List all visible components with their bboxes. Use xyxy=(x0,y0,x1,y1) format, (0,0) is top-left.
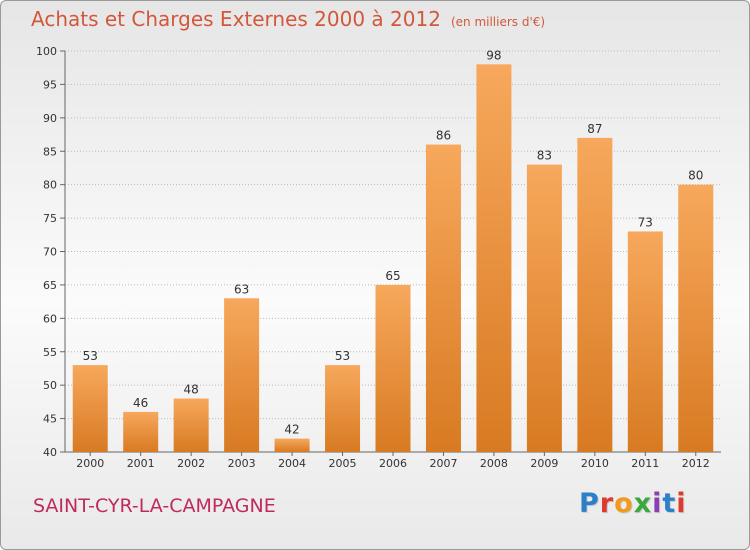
x-tick-label-2008: 2008 xyxy=(480,457,508,470)
chart-title: Achats et Charges Externes 2000 à 2012 (e… xyxy=(31,7,545,31)
y-tick-label: 60 xyxy=(43,312,57,325)
bar-2003 xyxy=(224,298,260,452)
bar-2011 xyxy=(627,231,663,452)
bar-2004 xyxy=(274,438,310,452)
x-tick-label-2012: 2012 xyxy=(682,457,710,470)
x-tick-label-2007: 2007 xyxy=(429,457,457,470)
bar-2007 xyxy=(425,144,461,453)
y-tick-label: 80 xyxy=(43,179,57,192)
x-tick-label-2002: 2002 xyxy=(177,457,205,470)
data-label-2011: 73 xyxy=(638,215,653,229)
x-tick-label-2006: 2006 xyxy=(379,457,407,470)
bar-2010 xyxy=(577,137,613,452)
bar-2012 xyxy=(678,184,714,452)
logo-letter: P xyxy=(579,488,600,519)
bar-2006 xyxy=(375,284,411,452)
y-tick-label: 40 xyxy=(43,446,57,459)
data-label-2001: 46 xyxy=(133,396,148,410)
data-label-2000: 53 xyxy=(83,349,98,363)
bars xyxy=(72,64,714,453)
proxiti-logo: Proxiti xyxy=(579,488,687,519)
logo-letter: x xyxy=(633,488,653,519)
bar-2001 xyxy=(123,411,159,452)
data-label-2002: 48 xyxy=(184,383,199,397)
x-tick-label-2010: 2010 xyxy=(581,457,609,470)
y-tick-label: 85 xyxy=(43,145,57,158)
y-tick-label: 100 xyxy=(36,45,57,58)
data-label-2012: 80 xyxy=(688,169,703,183)
y-tick-label: 50 xyxy=(43,379,57,392)
bar-2009 xyxy=(526,164,562,452)
bar-2008 xyxy=(476,64,512,452)
data-label-2009: 83 xyxy=(537,149,552,163)
y-tick-label: 75 xyxy=(43,212,57,225)
x-tick-label-2000: 2000 xyxy=(76,457,104,470)
chart-title-text: Achats et Charges Externes 2000 à 2012 xyxy=(31,7,441,31)
x-tick-label-2005: 2005 xyxy=(329,457,357,470)
x-tick-label-2011: 2011 xyxy=(631,457,659,470)
x-tick-label-2001: 2001 xyxy=(127,457,155,470)
y-tick-label: 70 xyxy=(43,246,57,259)
y-tick-label: 45 xyxy=(43,413,57,426)
data-label-2005: 53 xyxy=(335,349,350,363)
x-tick-label-2004: 2004 xyxy=(278,457,306,470)
labels: 53 2000 46 2001 48 2002 63 2003 42 2004 53 2005 65 20… xyxy=(76,48,710,470)
bar-2000 xyxy=(72,365,108,452)
data-label-2003: 63 xyxy=(234,282,249,296)
commune-name: SAINT-CYR-LA-CAMPAGNE xyxy=(33,495,276,517)
logo-letter: r xyxy=(599,488,615,519)
y-tick-label: 95 xyxy=(43,78,57,91)
logo-letter: i xyxy=(652,488,663,519)
y-tick-label: 90 xyxy=(43,112,57,125)
data-label-2004: 42 xyxy=(284,423,299,437)
data-label-2007: 86 xyxy=(436,129,451,143)
data-label-2008: 98 xyxy=(486,48,501,62)
bar-2002 xyxy=(173,398,209,452)
logo-letter: o xyxy=(614,488,634,519)
logo-letter: t xyxy=(662,488,677,519)
bar-2005 xyxy=(325,365,361,452)
data-label-2006: 65 xyxy=(385,269,400,283)
x-tick-label-2003: 2003 xyxy=(228,457,256,470)
x-tick-label-2009: 2009 xyxy=(530,457,558,470)
chart-unit: (en milliers d'€) xyxy=(450,15,546,29)
data-label-2010: 87 xyxy=(587,122,602,136)
y-tick-label: 65 xyxy=(43,279,57,292)
logo-letter: i xyxy=(676,488,687,519)
y-tick-label: 55 xyxy=(43,346,57,359)
